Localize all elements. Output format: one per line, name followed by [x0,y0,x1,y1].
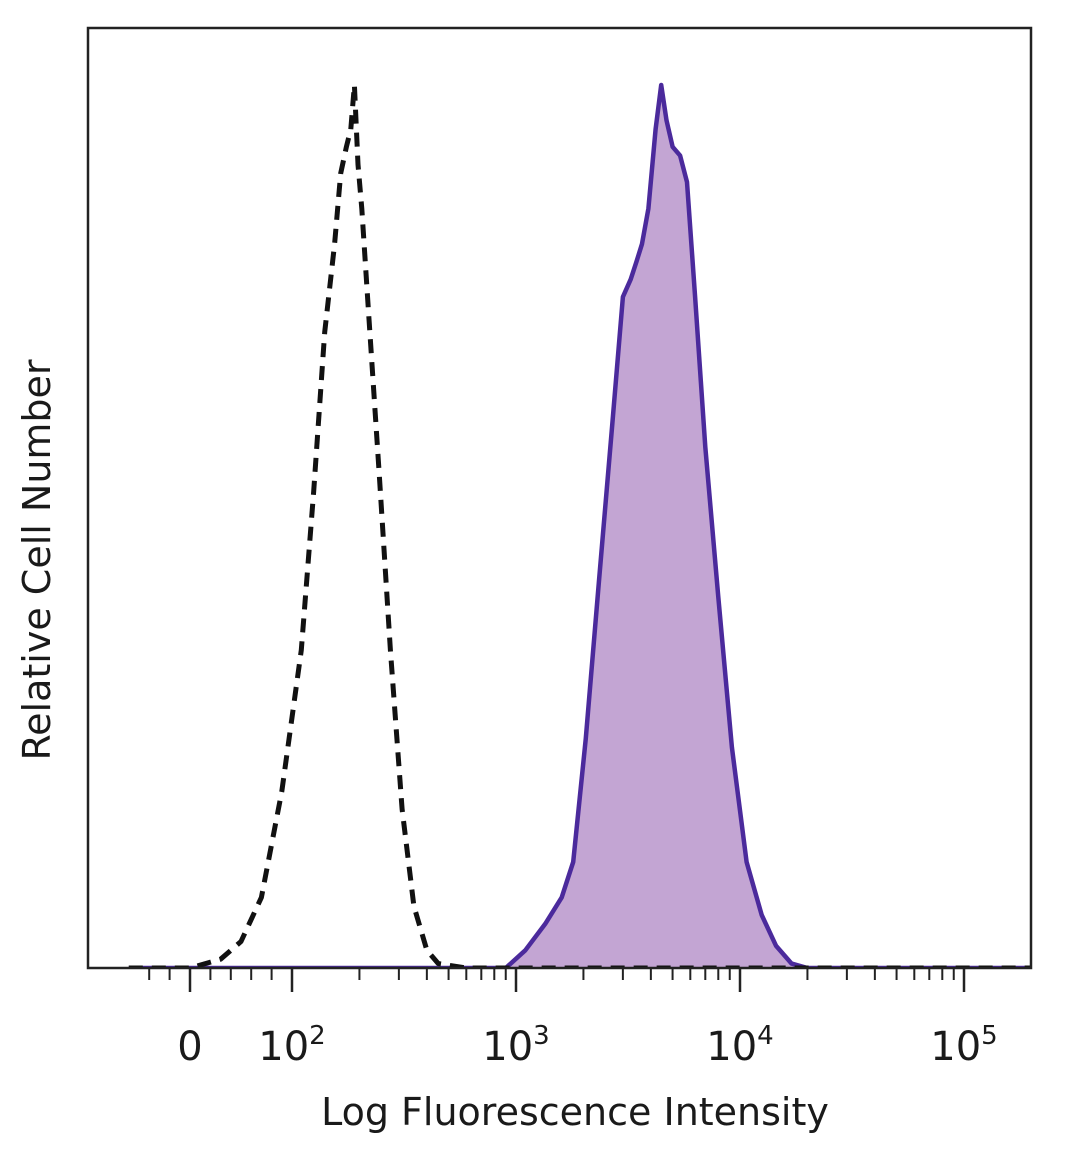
axis-layer: 0 102 103 104 105 [86,26,1033,1070]
stained-histogram-line [128,82,1031,968]
x-tick-label: 104 [706,1021,773,1070]
plot-layer [128,82,1031,968]
x-tick-label: 102 [258,1021,325,1070]
stained-histogram-fill [128,85,1031,968]
x-tick-label: 0 [177,1024,202,1070]
x-axis-title: Log Fluorescence Intensity [321,1090,829,1134]
x-tick-label: 105 [930,1021,997,1070]
x-tick-label: 103 [482,1021,549,1070]
y-axis-title: Relative Cell Number [15,359,59,760]
isotype-histogram-line [128,82,1031,968]
plot-frame [86,26,1033,970]
